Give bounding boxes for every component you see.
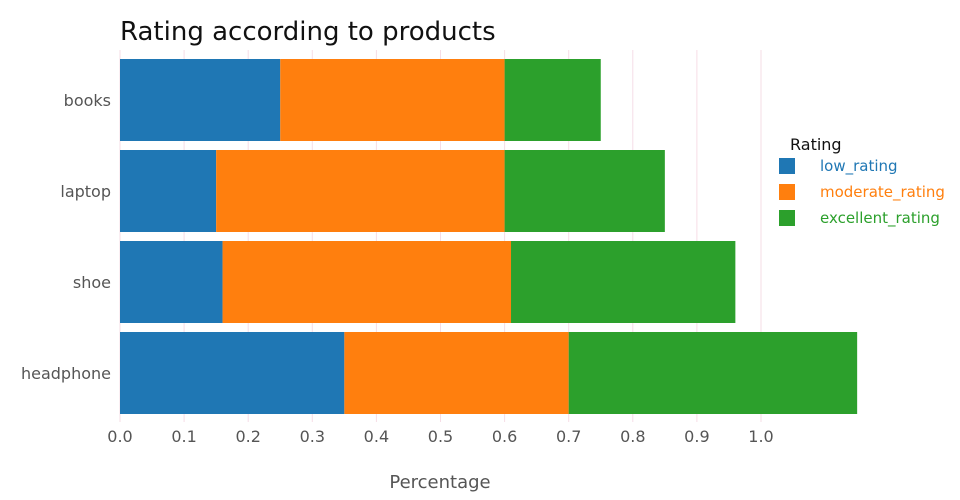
bar-excellent_rating-laptop[interactable] <box>504 150 665 232</box>
bar-low_rating-laptop[interactable] <box>120 150 217 232</box>
x-tick-label: 0.5 <box>428 427 453 446</box>
x-tick-label: 0.7 <box>556 427 581 446</box>
legend-label-excellent_rating[interactable]: excellent_rating <box>820 209 940 228</box>
bar-low_rating-books[interactable] <box>120 59 281 141</box>
legend-swatch-low_rating[interactable] <box>779 158 795 174</box>
x-tick-label: 0.0 <box>107 427 132 446</box>
bar-low_rating-shoe[interactable] <box>120 241 223 323</box>
legend-label-low_rating[interactable]: low_rating <box>820 157 898 176</box>
bar-moderate_rating-laptop[interactable] <box>216 150 505 232</box>
x-tick-label: 0.9 <box>684 427 709 446</box>
y-tick-label: books <box>64 91 111 110</box>
y-tick-label: headphone <box>21 364 111 383</box>
x-tick-label: 0.1 <box>171 427 196 446</box>
legend-label-moderate_rating[interactable]: moderate_rating <box>820 183 945 202</box>
y-tick-label: shoe <box>73 273 111 292</box>
bar-excellent_rating-headphone[interactable] <box>568 332 858 414</box>
x-tick-label: 0.2 <box>235 427 260 446</box>
bar-low_rating-headphone[interactable] <box>120 332 345 414</box>
x-tick-label: 0.8 <box>620 427 645 446</box>
bar-excellent_rating-shoe[interactable] <box>511 241 736 323</box>
bar-moderate_rating-shoe[interactable] <box>222 241 512 323</box>
legend: Rating low_rating moderate_rating excellen… <box>779 135 945 228</box>
x-tick-label: 0.6 <box>492 427 517 446</box>
x-tick-label: 0.3 <box>300 427 325 446</box>
bar-excellent_rating-books[interactable] <box>504 59 601 141</box>
bar-moderate_rating-headphone[interactable] <box>344 332 569 414</box>
legend-swatch-moderate_rating[interactable] <box>779 184 795 200</box>
legend-swatch-excellent_rating[interactable] <box>779 210 795 226</box>
bar-moderate_rating-books[interactable] <box>280 59 505 141</box>
x-tick-label: 1.0 <box>748 427 773 446</box>
legend-title: Rating <box>790 135 842 154</box>
x-tick-label: 0.4 <box>364 427 389 446</box>
x-axis-label: Percentage <box>389 472 490 493</box>
chart-title: Rating according to products <box>120 17 496 47</box>
y-tick-label: laptop <box>60 182 111 201</box>
